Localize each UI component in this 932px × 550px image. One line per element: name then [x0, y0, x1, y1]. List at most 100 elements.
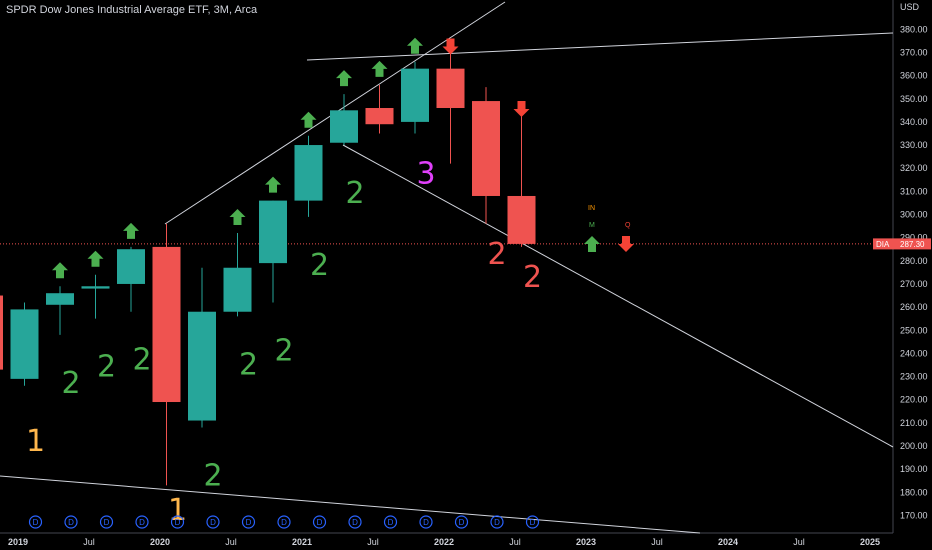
dividend-marker[interactable] — [277, 515, 291, 529]
price-tick-label: 340.00 — [900, 117, 928, 127]
count-label: 1 — [26, 424, 45, 459]
price-tag-value: 287.30 — [900, 240, 925, 249]
count-label: 2 — [203, 458, 222, 493]
dividend-marker[interactable] — [383, 515, 398, 529]
price-tick-label: 230.00 — [900, 372, 928, 382]
dividend-marker[interactable] — [135, 515, 149, 529]
time-tick-label: Jul — [509, 537, 521, 547]
candle-body[interactable] — [0, 295, 3, 370]
time-tick-label: 2025 — [860, 537, 880, 547]
time-tick-label: 2020 — [150, 537, 170, 547]
dividend-marker[interactable] — [490, 515, 504, 529]
time-tick-label: Jul — [793, 537, 805, 547]
time-tick-label: 2022 — [434, 537, 454, 547]
signal-up-arrow — [229, 209, 246, 226]
price-tick-label: 200.00 — [900, 441, 928, 451]
time-tick-label: Jul — [225, 537, 237, 547]
time-tick-label: Jul — [651, 537, 663, 547]
price-tick-label: 320.00 — [900, 163, 928, 173]
dividend-marker-label: D — [530, 518, 536, 527]
legend-q-label: Q — [625, 222, 631, 229]
trendline-falling[interactable] — [342, 144, 894, 448]
candle-body[interactable] — [401, 68, 429, 122]
candle-body[interactable] — [507, 195, 536, 244]
dividend-marker-label: D — [423, 518, 429, 527]
signal-down-arrow — [513, 100, 530, 117]
time-axis[interactable]: 2019 Jul 2020 Jul 2021 Jul 2022 Jul 2023 Jul 2024 J… — [8, 537, 880, 547]
dividend-marker[interactable] — [525, 515, 540, 529]
signal-up-arrow — [371, 60, 388, 77]
time-tick-label: 2024 — [718, 537, 738, 547]
price-tick-label: 360.00 — [900, 71, 928, 81]
dividend-marker-label: D — [459, 518, 465, 527]
price-tick-label: 350.00 — [900, 94, 928, 104]
dividend-marker-label: D — [104, 518, 110, 527]
arrow-up-icon — [584, 236, 600, 252]
candle-body[interactable] — [223, 267, 252, 312]
candle-body[interactable] — [472, 101, 500, 196]
dividend-marker-label: D — [352, 518, 358, 527]
arrow-down-icon — [618, 236, 634, 252]
count-label: 2 — [310, 248, 329, 283]
dividend-marker[interactable] — [241, 515, 256, 529]
dividend-marker[interactable] — [206, 515, 220, 529]
dividend-marker[interactable] — [99, 515, 114, 529]
trendline-top-resistance[interactable] — [306, 32, 894, 61]
dividend-marker-label: D — [68, 518, 74, 527]
price-tag-box — [873, 238, 931, 250]
dividend-marker-label: D — [388, 518, 394, 527]
dividend-marker[interactable] — [454, 515, 469, 529]
count-label: 2 — [345, 176, 364, 211]
candle-body[interactable] — [330, 110, 358, 143]
count-label: 2 — [487, 237, 506, 272]
dividend-marker-label: D — [246, 518, 252, 527]
count-label: 2 — [132, 343, 151, 378]
count-label: 3 — [416, 156, 435, 191]
trendline-bottom-support[interactable] — [0, 475, 701, 534]
candle-body[interactable] — [188, 311, 216, 421]
price-tick-label: 190.00 — [900, 464, 928, 474]
signal-up-arrow — [87, 250, 104, 267]
candle-body[interactable] — [117, 249, 145, 284]
signal-arrows — [52, 37, 530, 279]
count-label: 2 — [97, 350, 116, 385]
price-tick-label: 280.00 — [900, 256, 928, 266]
signal-up-arrow — [336, 70, 352, 87]
candle-body[interactable] — [436, 68, 465, 109]
legend-in-label: IN — [588, 205, 595, 212]
candle-body[interactable] — [152, 246, 181, 403]
time-tick-label: 2023 — [576, 537, 596, 547]
count-label: 2 — [239, 347, 258, 382]
price-tick-label: 380.00 — [900, 24, 928, 34]
candle-body[interactable] — [81, 286, 110, 289]
candle-body[interactable] — [294, 145, 323, 201]
candle-body[interactable] — [259, 200, 287, 264]
chart-title: SPDR Dow Jones Industrial Average ETF, 3… — [6, 4, 258, 16]
dividend-marker-label: D — [33, 518, 39, 527]
dividend-marker[interactable] — [312, 515, 327, 529]
dividend-marker[interactable] — [28, 515, 43, 529]
currency-label: USD — [900, 2, 920, 12]
price-tick-label: 290.00 — [900, 233, 928, 243]
candle-body[interactable] — [365, 108, 394, 125]
price-tick-label: 170.00 — [900, 510, 928, 520]
dividend-marker[interactable] — [348, 515, 362, 529]
price-axis[interactable]: 170.00 180.00 190.00 200.00 210.00 220.00 230.… — [900, 24, 928, 520]
price-tick-label: 310.00 — [900, 186, 928, 196]
dividend-marker-label: D — [281, 518, 287, 527]
candles[interactable] — [0, 52, 536, 486]
price-tag-symbol: DIA — [876, 240, 890, 249]
time-tick-label: Jul — [83, 537, 95, 547]
dividend-marker[interactable] — [170, 515, 185, 529]
price-tick-label: 220.00 — [900, 395, 928, 405]
signal-up-arrow — [52, 262, 68, 279]
candle-body[interactable] — [10, 309, 39, 379]
dividend-marker[interactable] — [64, 515, 78, 529]
dividend-marker[interactable] — [419, 515, 433, 529]
time-tick-label: Jul — [367, 537, 379, 547]
signal-up-arrow — [300, 111, 317, 128]
candle-body[interactable] — [46, 293, 74, 305]
dividend-marker-label: D — [139, 518, 145, 527]
